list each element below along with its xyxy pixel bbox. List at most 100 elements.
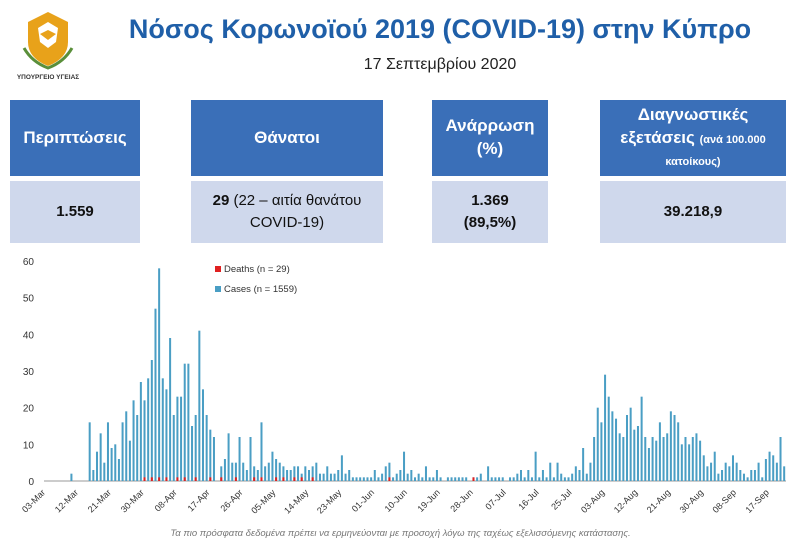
x-tick-label: 30-Mar (119, 487, 146, 514)
deaths-note: (22 – αιτία θανάτου COVID-19) (229, 192, 362, 231)
deaths-bar (194, 477, 197, 481)
deaths-bar (275, 477, 278, 481)
cases-bar (479, 473, 482, 481)
x-tick-label: 12-Mar (53, 487, 80, 514)
cases-bar (147, 378, 150, 481)
cases-bar (286, 470, 289, 481)
cases-bar (574, 466, 577, 481)
cases-bar (636, 426, 639, 481)
cases-bar (337, 470, 340, 481)
y-tick-label: 30 (23, 367, 35, 378)
cases-bar (761, 477, 764, 481)
footer-note: Τα πιο πρόσφατα δεδομένα πρέπει να ερμην… (170, 528, 631, 539)
x-tick-label: 30-Aug (678, 487, 706, 515)
cases-bar (673, 415, 676, 481)
deaths-header: Θάνατοι (191, 100, 383, 176)
cases-bar (326, 466, 329, 481)
y-tick-label: 10 (23, 440, 35, 451)
cases-bar (370, 477, 373, 481)
cases-bar (607, 396, 610, 481)
cases-bar (88, 422, 91, 481)
cases-bar (289, 470, 292, 481)
deaths-bar (176, 477, 179, 481)
cases-bar (340, 455, 343, 481)
x-tick-label: 23-May (315, 487, 344, 516)
cases-bar (699, 440, 702, 481)
cases-bar (169, 338, 172, 481)
cases-bar (560, 473, 563, 481)
x-tick-label: 17-Sep (743, 487, 771, 515)
deaths-bar (311, 477, 314, 481)
cases-bar (158, 268, 161, 481)
cases-bar (611, 411, 614, 481)
cases-bar (651, 437, 654, 481)
tests-value-box: 39.218,9 (600, 181, 786, 243)
cases-bar (136, 415, 139, 481)
cases-bar (359, 477, 362, 481)
cases-bar (249, 437, 252, 481)
x-tick-label: 21-Mar (86, 487, 113, 514)
cases-bar (209, 429, 212, 481)
cases-bar (677, 422, 680, 481)
cases-bar (212, 437, 215, 481)
cases-bar (297, 466, 300, 481)
cases-bar (494, 477, 497, 481)
deaths-bar (388, 477, 391, 481)
deaths-bar (234, 477, 237, 481)
cases-bar (125, 411, 128, 481)
cases-bar (585, 473, 588, 481)
cases-bar (662, 437, 665, 481)
y-tick-label: 60 (23, 257, 35, 268)
deaths-bar (158, 477, 161, 481)
cases-bar (702, 455, 705, 481)
cases-bar (746, 477, 749, 481)
cases-bar (421, 477, 424, 481)
x-tick-label: 25-Jul (549, 487, 573, 511)
cases-bar (476, 477, 479, 481)
cases-bar (691, 437, 694, 481)
cases-bar (165, 389, 168, 481)
x-tick-label: 16-Jul (516, 487, 540, 511)
x-axis: 03-Mar 12-Mar 21-Mar 30-Mar 08-Apr 17-Apr 26-A… (20, 487, 771, 516)
deaths-bar (183, 477, 186, 481)
cases-bar (201, 389, 204, 481)
cases-bar (384, 466, 387, 481)
cases-bar (717, 473, 720, 481)
cases-bar (461, 477, 464, 481)
daily-cases-chart: 0 10 20 30 40 50 60 03-Mar 12-Mar 21-Mar 30-Mar 08… (20, 257, 786, 516)
cases-bar (403, 451, 406, 481)
cases-label: Περιπτώσεις (23, 127, 127, 147)
ministry-logo: ΥΠΟΥΡΓΕΙΟ ΥΓΕΙΑΣ (10, 8, 86, 88)
x-tick-label: 12-Aug (612, 487, 640, 515)
cases-bar (242, 462, 245, 481)
cases-bar (143, 400, 146, 481)
x-tick-label: 17-Apr (186, 487, 212, 513)
legend-deaths-swatch (215, 266, 221, 272)
cases-bar (490, 477, 493, 481)
y-tick-label: 40 (23, 330, 35, 341)
cases-bar (198, 330, 201, 481)
cases-bar (128, 440, 131, 481)
cases-bar (556, 462, 559, 481)
cases-bar (424, 466, 427, 481)
cases-bar (530, 477, 533, 481)
cases-bar (647, 448, 650, 481)
cases-bar (183, 363, 186, 481)
tests-header: Διαγνωστικές εξετάσεις (ανά 100.000 κατο… (600, 100, 786, 176)
legend-cases-swatch (215, 286, 221, 292)
cases-bar (388, 462, 391, 481)
cases-bar (516, 473, 519, 481)
deaths-bar (165, 477, 168, 481)
x-tick-label: 07-Jul (483, 487, 507, 511)
cases-bar (509, 477, 512, 481)
cases-bar (187, 363, 190, 481)
deaths-bar (143, 477, 146, 481)
cases-bar (644, 437, 647, 481)
x-tick-label: 08-Sep (711, 487, 739, 515)
cyprus-coat-of-arms-icon (22, 12, 74, 70)
legend-deaths-label: Deaths (n = 29) (224, 264, 290, 275)
cases-bar (571, 473, 574, 481)
cases-bar (103, 462, 106, 481)
cases-bar (625, 415, 628, 481)
cases-bar (231, 462, 234, 481)
